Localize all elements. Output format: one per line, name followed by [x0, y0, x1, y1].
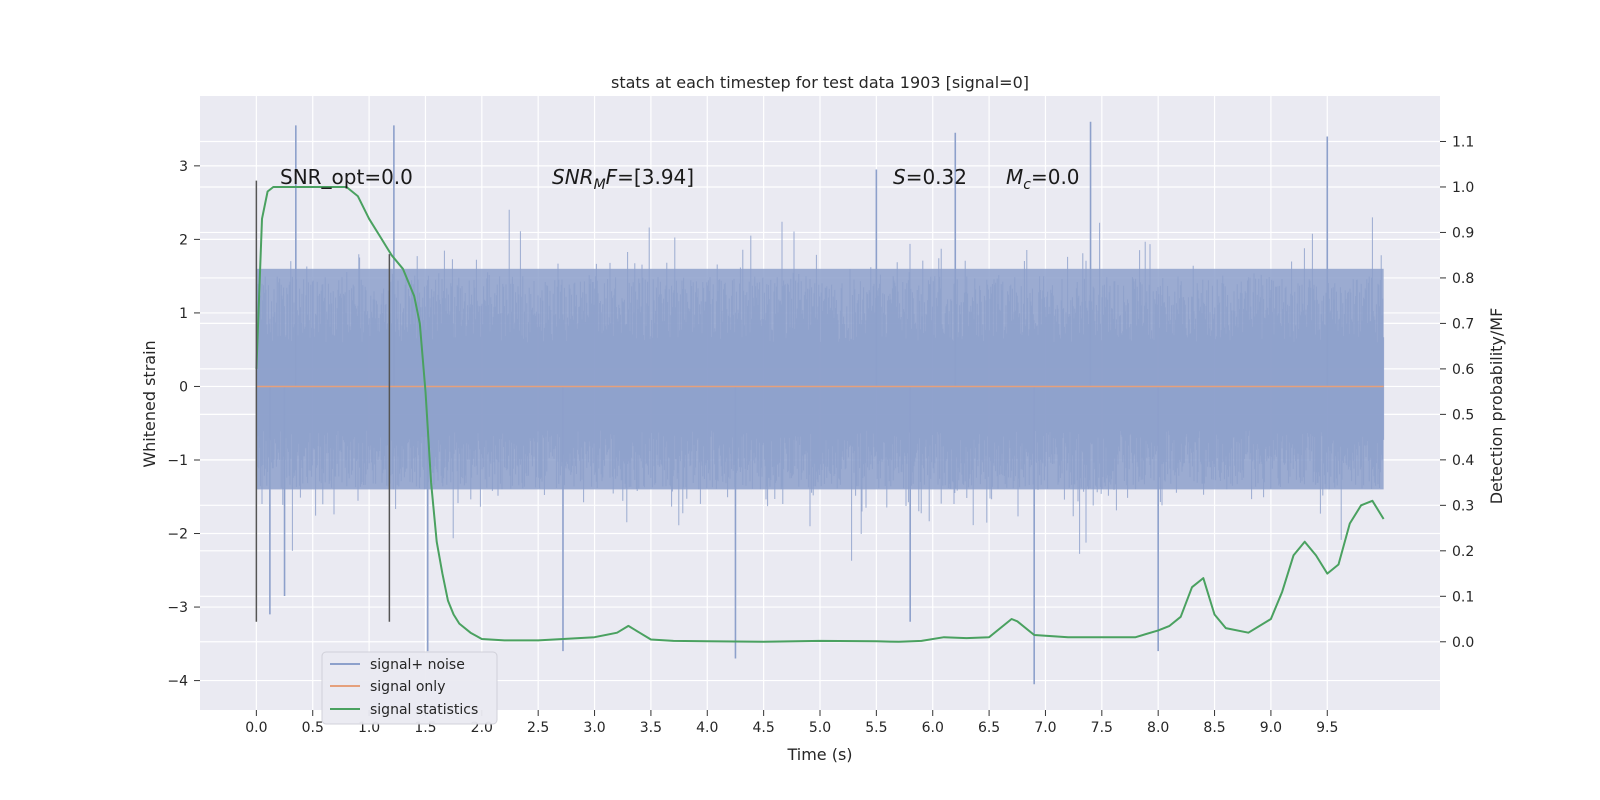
- right-y-tick-label: 0.4: [1452, 453, 1474, 469]
- annotation-mc: Mc=0.0: [1006, 165, 1080, 193]
- right-y-tick-label: 1.0: [1452, 180, 1474, 196]
- x-tick-label: 0.5: [302, 720, 324, 736]
- legend-box: [321, 651, 498, 725]
- x-tick-label: 2.5: [527, 720, 549, 736]
- right-y-tick-label: 0.6: [1452, 362, 1474, 378]
- legend-label-statistics: signal statistics: [370, 702, 478, 718]
- y-tick-label: −4: [167, 674, 188, 690]
- y-tick-label: 1: [179, 306, 188, 322]
- annotation-snr-opt: SNR_opt=0.0: [280, 165, 413, 189]
- signal-noise-series: [255, 121, 1385, 685]
- y-tick-label: −3: [167, 600, 188, 616]
- y-tick-label: 3: [179, 159, 188, 175]
- right-y-tick-label: 0.5: [1452, 407, 1474, 423]
- y-tick-label: 2: [179, 232, 188, 248]
- right-y-tick-label: 0.9: [1452, 225, 1474, 241]
- x-tick-label: 6.5: [978, 720, 1000, 736]
- signal-statistics-series: [255, 186, 1385, 643]
- right-y-axis-ticks: 1.1 1.0 0.9 0.8 0.7 0.6 0.5 0.4 0.3 0.2 0.1 0.0: [1440, 134, 1474, 651]
- x-tick-label: 8.0: [1147, 720, 1169, 736]
- right-y-tick-label: 1.1: [1452, 134, 1474, 150]
- chart-title: stats at each timestep for test data 190…: [611, 73, 1029, 92]
- legend-label-signal-only: signal only: [370, 679, 445, 695]
- x-tick-label: 3.0: [583, 720, 605, 736]
- right-y-tick-label: 0.1: [1452, 589, 1474, 605]
- y-tick-label: −2: [167, 527, 188, 543]
- x-tick-label: 9.5: [1316, 720, 1338, 736]
- annotation-snr-mf: SNRMF=[3.94]: [552, 165, 694, 193]
- right-y-tick-label: 0.8: [1452, 271, 1474, 287]
- x-tick-label: 8.5: [1203, 720, 1225, 736]
- x-tick-label: 7.5: [1091, 720, 1113, 736]
- right-y-axis-label: Detection probability/MF: [1487, 308, 1506, 505]
- legend: signal+ noise signal only signal statist…: [321, 651, 498, 725]
- legend-label-noise: signal+ noise: [370, 657, 465, 673]
- x-tick-label: 6.0: [922, 720, 944, 736]
- x-tick-label: 4.0: [696, 720, 718, 736]
- x-tick-label: 4.5: [753, 720, 775, 736]
- x-tick-label: 5.0: [809, 720, 831, 736]
- x-tick-label: 7.0: [1034, 720, 1056, 736]
- right-y-tick-label: 0.2: [1452, 544, 1474, 560]
- x-tick-label: 5.5: [865, 720, 887, 736]
- right-y-tick-label: 0.0: [1452, 635, 1474, 651]
- vertical-markers: [255, 180, 391, 622]
- y-axis-ticks: 3 2 1 0 −1 −2 −3 −4: [167, 159, 200, 690]
- x-tick-label: 0.0: [245, 720, 267, 736]
- x-axis-label: Time (s): [786, 745, 852, 764]
- annotations: SNR_opt=0.0 SNRMF=[3.94] S=0.32 Mc=0.0: [280, 165, 1080, 193]
- y-tick-label: −1: [167, 453, 188, 469]
- y-tick-label: 0: [179, 379, 188, 395]
- statistics-line: [255, 186, 1385, 643]
- plot-area: [200, 96, 1440, 710]
- right-y-tick-label: 0.7: [1452, 316, 1474, 332]
- y-axis-label: Whitened strain: [140, 340, 159, 467]
- x-tick-label: 9.0: [1260, 720, 1282, 736]
- x-tick-label: 3.5: [640, 720, 662, 736]
- right-y-tick-label: 0.3: [1452, 498, 1474, 514]
- annotation-s: S=0.32: [893, 165, 967, 189]
